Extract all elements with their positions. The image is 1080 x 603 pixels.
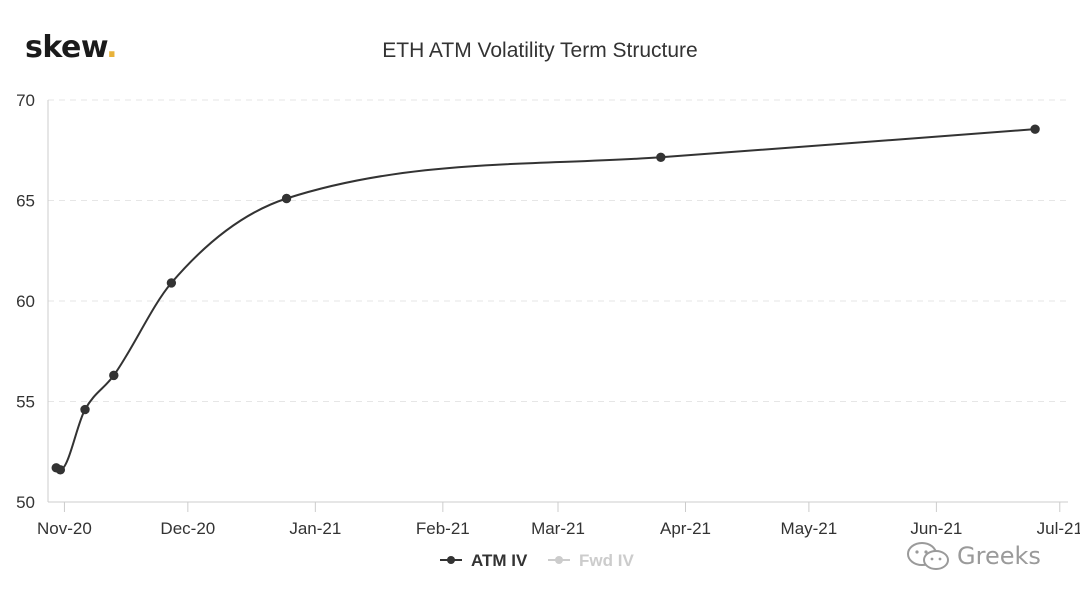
y-tick-label: 60 (16, 292, 35, 311)
atm-iv-point (281, 193, 292, 204)
watermark-text: Greeks (957, 542, 1041, 570)
legend-symbol-marker (447, 556, 455, 564)
atm-iv-point (109, 370, 119, 381)
atm-iv-point (1030, 124, 1040, 134)
x-tick-label: Nov-20 (37, 519, 92, 538)
legend-label[interactable]: Fwd IV (579, 551, 634, 570)
y-tick-label: 65 (16, 192, 35, 211)
atm-iv-point (80, 404, 90, 415)
wechat-icon (907, 542, 949, 570)
legend-label[interactable]: ATM IV (471, 551, 528, 570)
x-tick-label: Feb-21 (416, 519, 470, 538)
gridlines (48, 99, 1068, 402)
x-tick-label: Jun-21 (910, 519, 962, 538)
y-axis: 50 55 60 65 70 (16, 91, 49, 512)
atm-iv-point (656, 152, 666, 162)
x-tick-label: May-21 (781, 519, 838, 538)
series-layer (51, 124, 1040, 475)
chart-title: ETH ATM Volatility Term Structure (382, 39, 698, 62)
legend: ATM IV Fwd IV (440, 551, 634, 570)
x-tick-label: Mar-21 (531, 519, 585, 538)
atm-iv-point (166, 278, 177, 288)
y-tick-label: 70 (16, 91, 35, 110)
skew-logo: skew. (25, 30, 118, 65)
legend-symbol-marker (555, 556, 563, 564)
atm-iv-line (55, 128, 1036, 471)
y-tick-label: 55 (16, 393, 35, 412)
greeks-watermark: Greeks (905, 541, 1041, 571)
atm-iv-point (55, 465, 66, 475)
x-tick-label: Dec-20 (160, 519, 215, 538)
x-axis: Nov-20 Dec-20 Jan-21 Feb-21 Mar-21 Apr-21 May-… (37, 501, 1080, 538)
x-tick-label: Jul-21 (1037, 519, 1080, 538)
y-tick-label: 50 (16, 493, 35, 512)
x-tick-label: Jan-21 (289, 519, 341, 538)
x-tick-label: Apr-21 (660, 519, 711, 538)
